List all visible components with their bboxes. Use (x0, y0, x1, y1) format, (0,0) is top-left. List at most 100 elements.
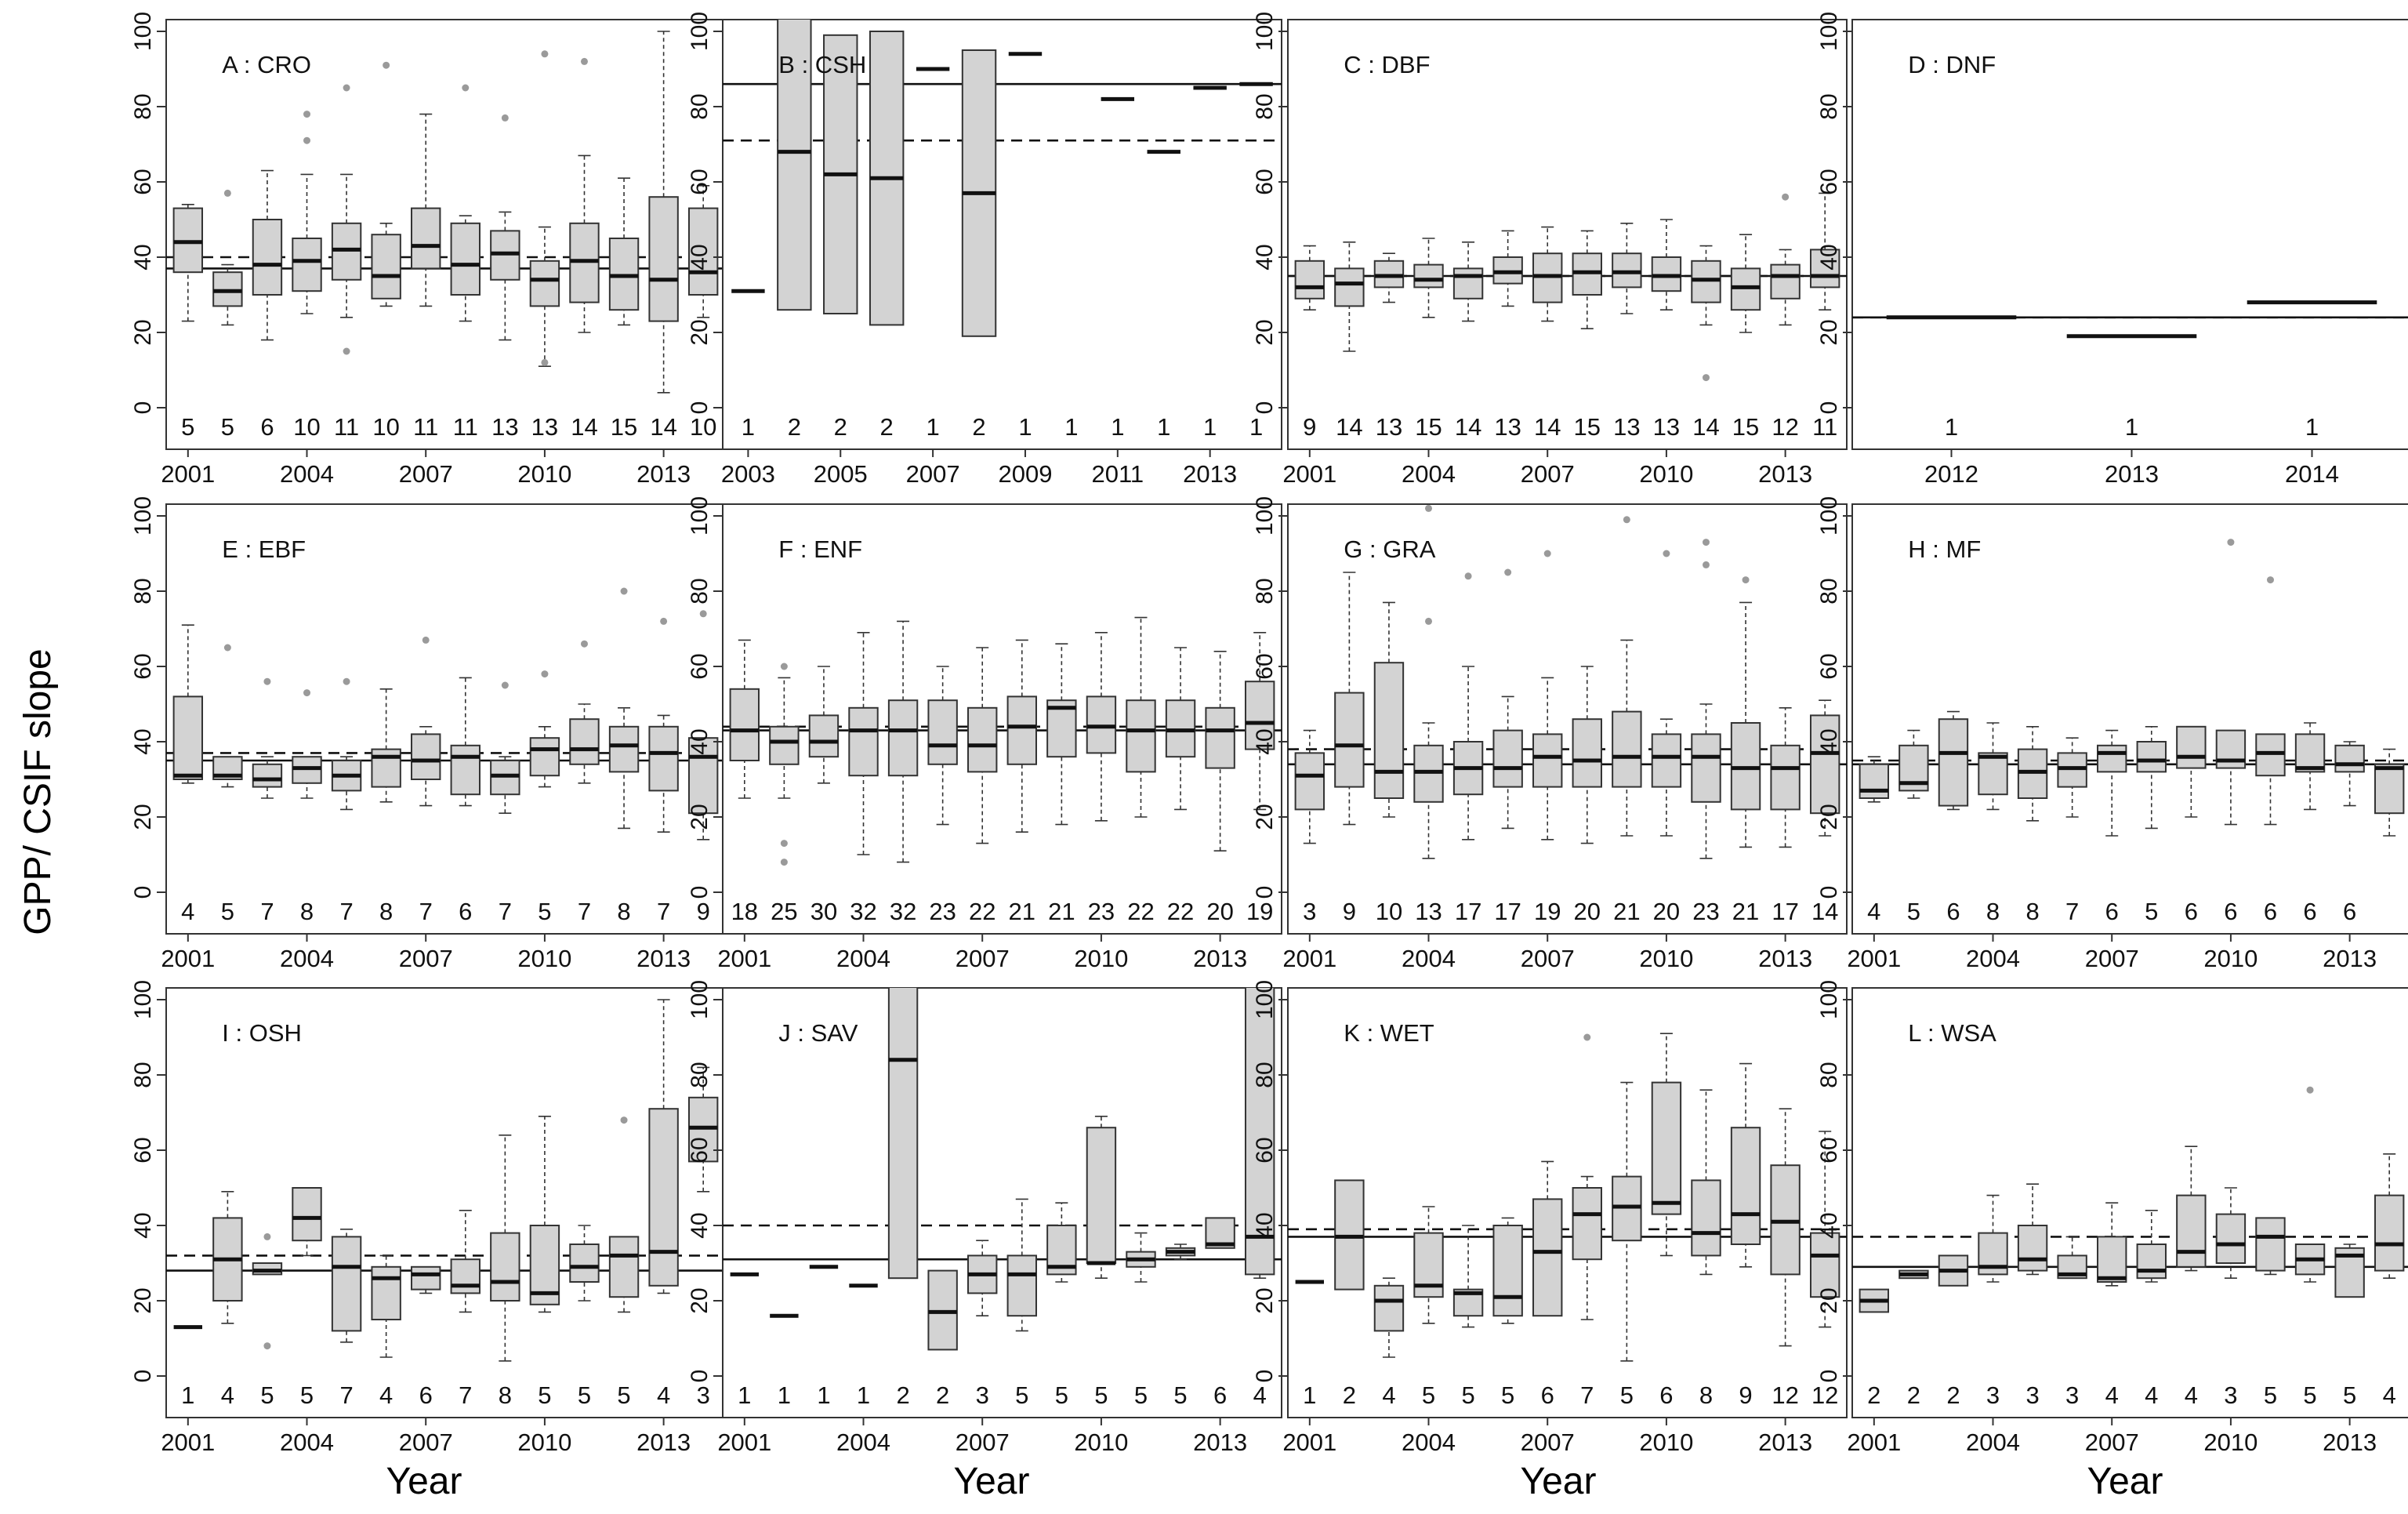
sample-count: 8 (1699, 1381, 1713, 1409)
box-2003 (1938, 710, 1969, 811)
sample-count: 6 (2105, 898, 2119, 925)
outlier-point (780, 859, 788, 866)
sample-count: 2 (972, 413, 985, 441)
box-2005 (887, 620, 919, 863)
box-2014 (2374, 748, 2405, 837)
outlier-point (1504, 568, 1512, 576)
sample-count: 21 (1048, 898, 1075, 925)
sample-count: 30 (811, 898, 837, 925)
iqr-box (1809, 249, 1840, 289)
box-2001 (1294, 729, 1325, 844)
sample-count: 4 (2105, 1381, 2119, 1409)
sample-count: 2 (1343, 1381, 1356, 1409)
x-axis-title-col2: Year (954, 1461, 1030, 1502)
sample-count: 15 (611, 413, 637, 441)
x-tick-label: 2013 (1758, 460, 1812, 488)
sample-count: 5 (181, 413, 194, 441)
iqr-box (2176, 725, 2207, 769)
sample-count: 6 (1659, 1381, 1673, 1409)
outlier-point (422, 636, 430, 644)
y-tick-label: 80 (687, 578, 713, 604)
sample-count: 3 (1986, 1381, 2000, 1409)
box-2008 (961, 49, 997, 337)
x-tick-label: 2001 (1282, 460, 1336, 488)
sample-count: 5 (578, 1381, 591, 1409)
box-2002 (212, 1191, 243, 1324)
y-tick-label: 20 (130, 1287, 156, 1313)
box-2013 (2334, 741, 2365, 807)
y-tick-label: 60 (130, 1137, 156, 1163)
box-2002 (1334, 1179, 1365, 1291)
x-tick-label: 2014 (2285, 460, 2339, 488)
x-tick-label: 2007 (956, 945, 1010, 972)
sample-count: 11 (413, 413, 438, 441)
iqr-box (1006, 695, 1037, 765)
outlier-point (660, 617, 668, 625)
y-tick-label: 80 (1252, 93, 1278, 119)
box-2014 (687, 610, 719, 841)
sample-count: 7 (1580, 1381, 1594, 1409)
box-2012 (608, 587, 640, 830)
x-tick-label: 2011 (1091, 460, 1144, 488)
box-2007 (967, 647, 998, 844)
iqr-box (371, 234, 401, 300)
box-2009 (2176, 725, 2207, 818)
iqr-box (1294, 260, 1325, 300)
y-tick-label: 20 (687, 319, 713, 345)
box-2004 (1413, 1206, 1444, 1324)
x-tick-label: 2007 (2085, 1429, 2139, 1456)
box-2007 (411, 636, 441, 807)
sample-count: 5 (260, 1381, 274, 1409)
sample-count: 2 (834, 413, 847, 441)
box-2005 (331, 84, 362, 355)
box-2010 (1651, 550, 1682, 837)
sample-count: 15 (1415, 413, 1442, 441)
box-2012 (1165, 1244, 1196, 1260)
y-tick-label: 80 (1816, 578, 1842, 604)
y-tick-label: 20 (1252, 804, 1278, 830)
sample-count: 7 (2065, 898, 2079, 925)
outlier-point (620, 587, 628, 595)
y-tick-label: 60 (1252, 1137, 1278, 1163)
outlier-point (541, 670, 549, 678)
iqr-box (411, 207, 441, 270)
sample-count: 14 (1534, 413, 1561, 441)
box-2010 (1086, 631, 1117, 822)
sample-count: 14 (571, 413, 597, 441)
sample-count: 12 (1811, 1381, 1838, 1409)
x-axis-title-col1: Year (386, 1461, 462, 1502)
y-tick-label: 60 (687, 1137, 713, 1163)
box-2010 (2215, 1187, 2247, 1279)
panel-frame (722, 503, 1282, 935)
box-2010 (1651, 219, 1682, 311)
sample-count: 8 (379, 898, 393, 925)
sample-count: 7 (657, 898, 670, 925)
x-tick-label: 2001 (717, 1429, 771, 1456)
sample-count: 2 (788, 413, 801, 441)
iqr-box (292, 1187, 322, 1242)
box-2009 (490, 114, 520, 341)
sample-count: 13 (1494, 413, 1521, 441)
box-2009 (1612, 1081, 1642, 1362)
iqr-box (1086, 1127, 1117, 1264)
iqr-box (1572, 718, 1602, 788)
x-tick-label: 2001 (1847, 945, 1901, 972)
iqr-box (1978, 752, 2008, 796)
iqr-box (2097, 1236, 2127, 1283)
sample-count: 1 (1111, 413, 1124, 441)
sample-count: 13 (1653, 413, 1680, 441)
sample-count: 5 (2343, 1381, 2356, 1409)
panel-plot-area (166, 999, 725, 1362)
sample-count: 2 (880, 413, 894, 441)
panel-title: F : ENF (778, 536, 862, 563)
box-2002 (212, 644, 243, 788)
y-tick-label: 0 (1816, 1370, 1842, 1383)
box-2011 (1691, 539, 1721, 859)
y-tick-label: 40 (1252, 244, 1278, 270)
y-tick-label: 0 (130, 401, 156, 415)
x-tick-label: 2004 (1402, 1429, 1456, 1456)
box-2002 (1898, 1269, 1929, 1280)
box-2010 (529, 1116, 560, 1313)
y-tick-label: 40 (1252, 1212, 1278, 1238)
panel-plot-area (166, 31, 725, 394)
